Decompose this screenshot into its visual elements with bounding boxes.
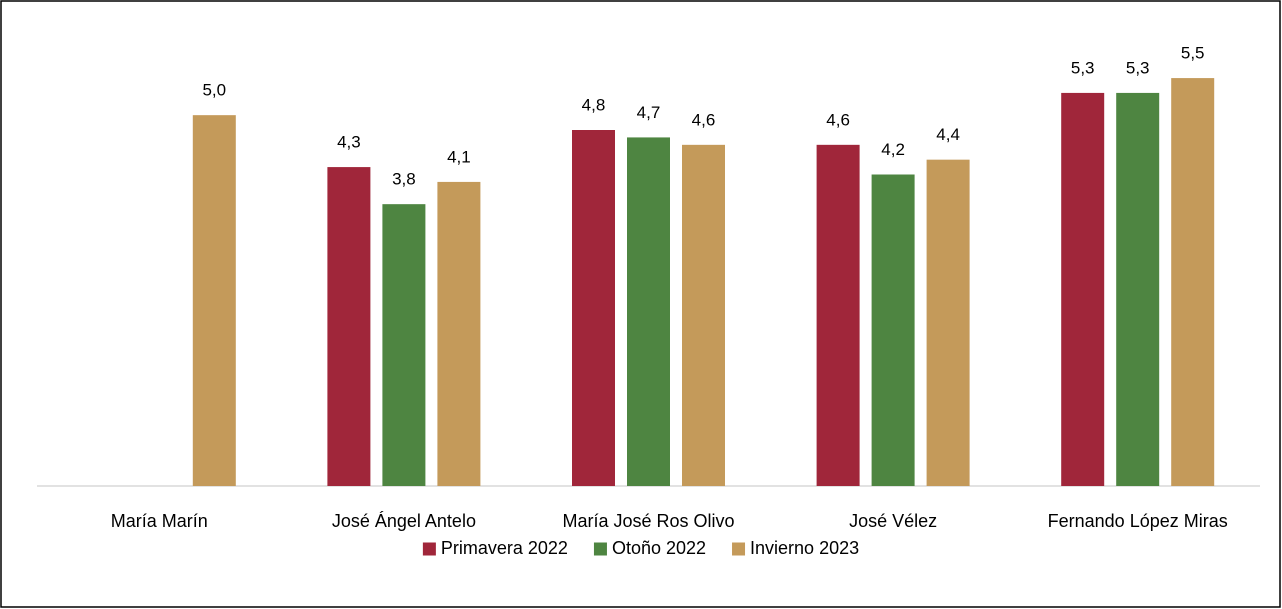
x-tick-label: José Ángel Antelo (332, 511, 476, 531)
bar (682, 144, 725, 487)
x-tick-label: Fernando López Miras (1048, 511, 1228, 531)
data-label: 4,7 (637, 103, 661, 122)
legend-swatch (422, 542, 436, 556)
legend-label: Otoño 2022 (612, 538, 706, 558)
data-label: 5,5 (1181, 44, 1205, 63)
bar (327, 167, 371, 487)
x-tick-label: María José Ros Olivo (562, 511, 734, 531)
bar (1061, 92, 1105, 487)
bar (437, 181, 481, 486)
bar (1171, 78, 1215, 486)
data-label: 4,8 (582, 95, 606, 114)
bar (192, 115, 236, 487)
data-label: 5,0 (202, 81, 226, 100)
bar (382, 204, 426, 486)
legend-label: Primavera 2022 (441, 538, 568, 558)
bar (871, 174, 915, 486)
legend-swatch (593, 542, 607, 556)
data-label: 5,3 (1126, 58, 1150, 77)
bar (926, 159, 970, 486)
data-label: 4,6 (692, 110, 716, 129)
data-label: 5,3 (1071, 58, 1095, 77)
bar (816, 144, 860, 487)
data-label: 4,6 (826, 110, 850, 129)
data-label: 4,4 (936, 125, 960, 144)
legend-label: Invierno 2023 (750, 538, 859, 558)
data-label: 4,2 (881, 140, 905, 159)
x-tick-label: José Vélez (849, 511, 937, 531)
bar (1116, 92, 1160, 487)
x-tick-label: María Marín (111, 511, 208, 531)
data-label: 4,3 (337, 133, 361, 152)
bar (572, 130, 615, 486)
data-label: 4,1 (447, 147, 471, 166)
data-label: 3,8 (392, 170, 416, 189)
legend-swatch (732, 542, 746, 556)
bar (627, 137, 670, 486)
